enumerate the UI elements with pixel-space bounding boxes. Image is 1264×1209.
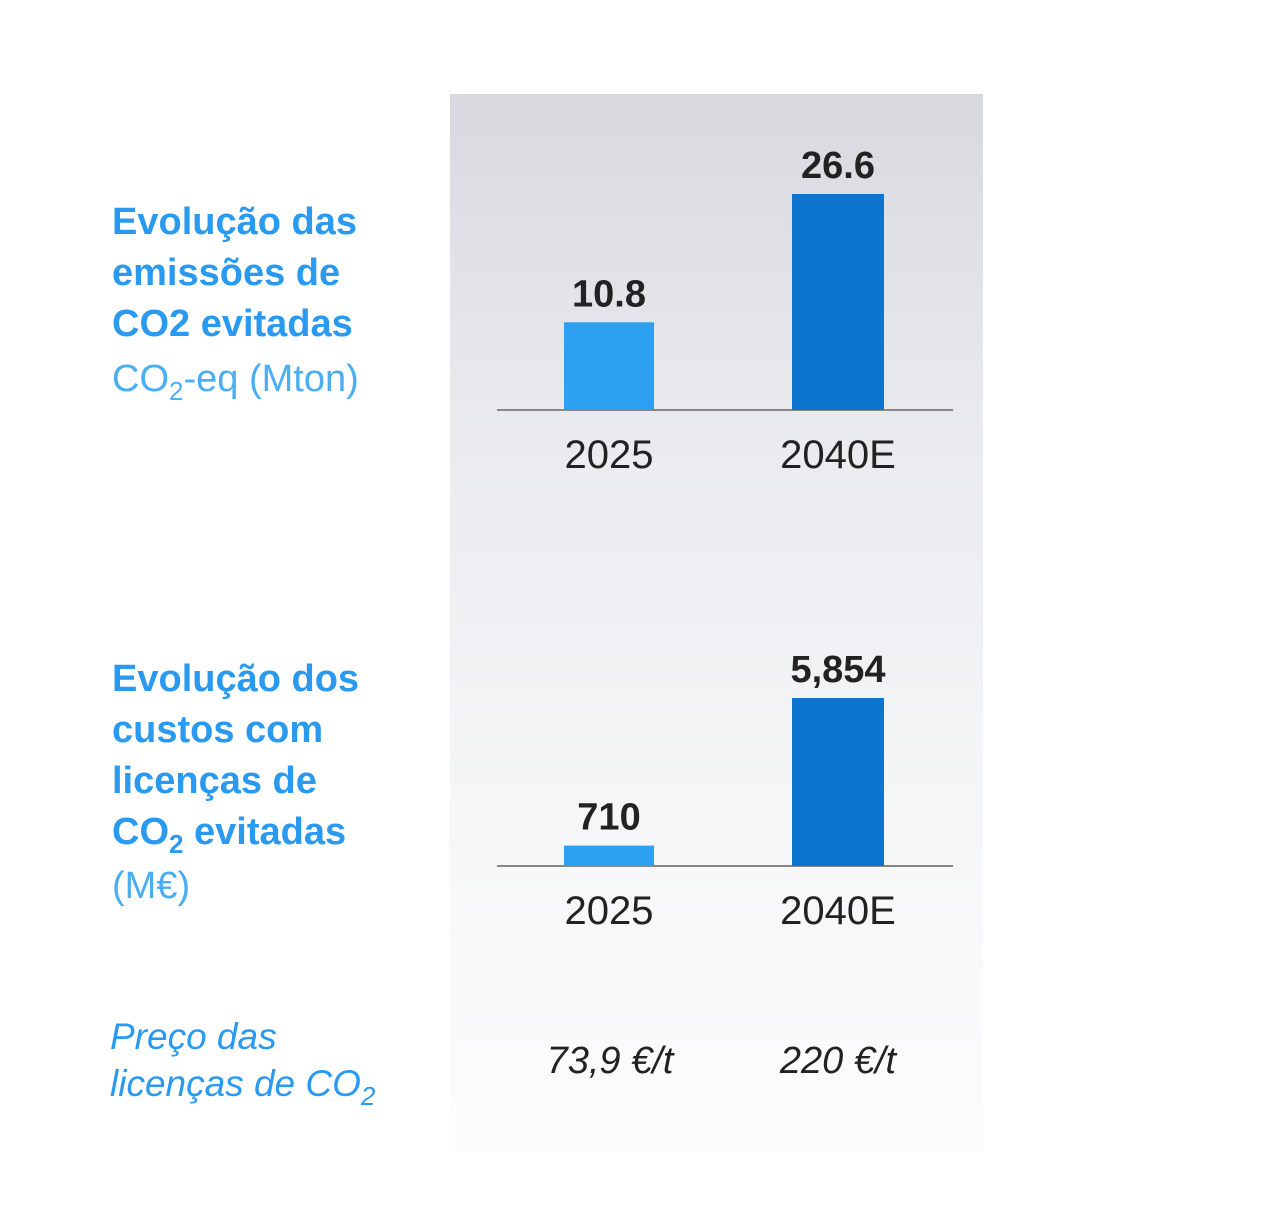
chart-1-bar-2025	[564, 322, 654, 410]
chart-2-title-line: licenças de	[112, 760, 317, 802]
chart-2-category-label: 2040E	[780, 889, 896, 933]
price-value-2040: 220 €/t	[779, 1040, 897, 1082]
chart-1-unit-suffix: -eq (Mton)	[183, 358, 359, 400]
chart-1-category-label: 2025	[565, 433, 654, 477]
price-label-line2: licenças de CO2	[110, 1060, 375, 1109]
chart-2-category-label: 2025	[565, 889, 654, 933]
chart-2-title-line: custos com	[112, 709, 324, 751]
chart-1-unit: CO2-eq (Mton)	[112, 354, 359, 404]
chart-1-plot: 10.8 2025 26.6 2040E	[497, 145, 953, 477]
chart-1-category-label: 2040E	[780, 433, 896, 477]
chart-1-value-label: 10.8	[572, 273, 646, 315]
chart-1-bar-2040e	[792, 194, 884, 410]
chart-1-unit-prefix: CO	[112, 358, 169, 400]
chart-2-title-line: Evolução dos	[112, 658, 360, 700]
chart-1-unit-sub: 2	[169, 376, 184, 406]
chart-background-panel	[450, 94, 983, 1152]
chart-2-title-suffix: evitadas	[183, 811, 347, 853]
chart-2-value-label: 5,854	[790, 649, 885, 691]
chart-2-value-label: 710	[577, 797, 640, 839]
chart-1-title: Evolução das emissões de CO2 evitadas	[112, 197, 357, 350]
price-value-2025: 73,9 €/t	[546, 1040, 674, 1082]
chart-2-title: Evolução dos custos com licenças de CO2 …	[112, 654, 359, 858]
chart-2-plot: 710 2025 5,854 2040E	[497, 649, 953, 933]
chart-2-bar-2025	[564, 845, 654, 866]
price-label-line1: Preço das	[110, 1016, 277, 1057]
price-row-label: Preço das licenças de CO2	[110, 1013, 375, 1109]
chart-1-title-line: Evolução das	[112, 201, 357, 243]
price-label-prefix: licenças de CO	[110, 1063, 361, 1104]
chart-2-title-line: CO2 evitadas	[112, 807, 359, 858]
chart-2-title-prefix: CO	[112, 811, 169, 853]
price-label-sub: 2	[360, 1081, 376, 1111]
chart-2-bar-2040e	[792, 698, 884, 866]
chart-2-title-sub: 2	[169, 829, 184, 859]
chart-1-value-label: 26.6	[801, 145, 875, 187]
chart-1-title-line: CO2 evitadas	[112, 303, 353, 345]
chart-2-unit: (M€)	[112, 865, 191, 907]
chart-1-title-line: emissões de	[112, 252, 341, 294]
